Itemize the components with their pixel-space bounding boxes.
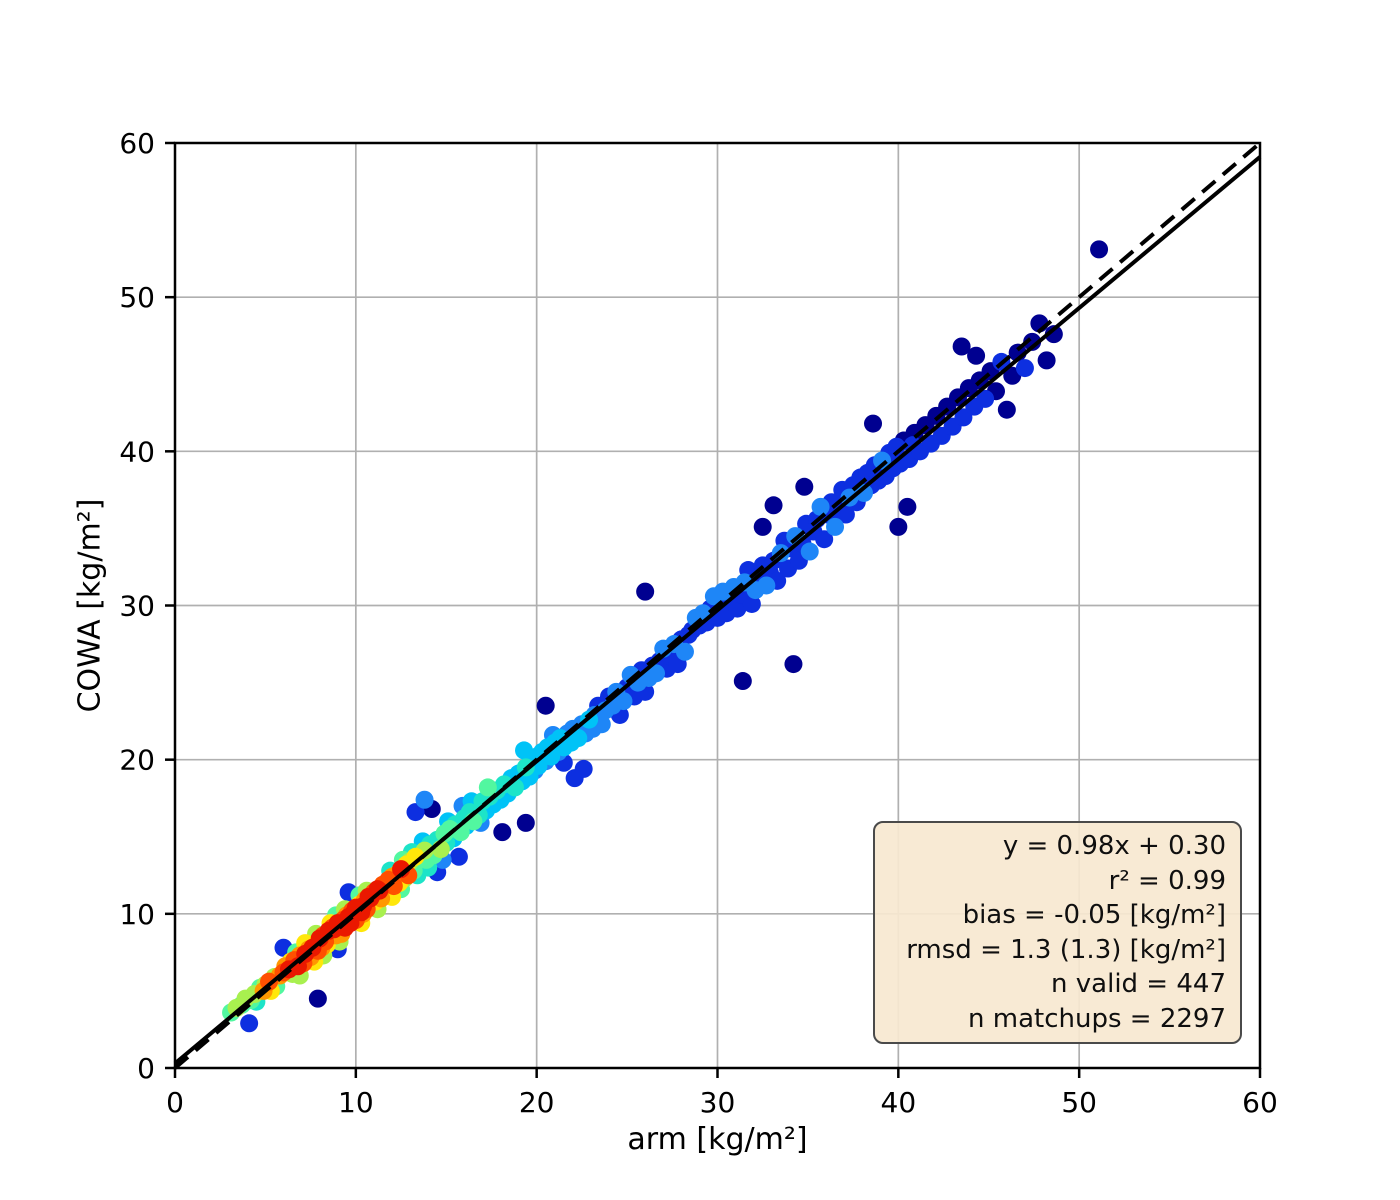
fit-lines-layer: [173, 141, 1262, 1070]
y-tick-label: 60: [119, 127, 155, 160]
stats-line-bias: bias = -0.05 [kg/m²]: [962, 900, 1226, 930]
stats-line-nmatchups: n matchups = 2297: [968, 1003, 1226, 1034]
scatter-point: [997, 400, 1016, 419]
scatter-point: [1015, 359, 1034, 378]
scatter-point: [406, 803, 425, 822]
axes-layer: 0 10 20 30 40 50 60 0 10 20 30 40 50 60: [119, 127, 1277, 1119]
regression-line: [173, 155, 1262, 1065]
y-tick-label: 10: [119, 898, 155, 931]
stats-box: y = 0.98x + 0.30 r² = 0.99 bias = -0.05 …: [873, 821, 1242, 1044]
x-tick-label: 10: [338, 1086, 374, 1119]
scatter-point: [614, 692, 633, 711]
identity-line: [173, 141, 1262, 1070]
scatter-point: [569, 729, 588, 748]
scatter-point: [889, 517, 908, 536]
scatter-point: [967, 346, 986, 365]
scatter-point: [784, 655, 803, 674]
scatter-point: [240, 1014, 259, 1033]
x-tick-label: 50: [1061, 1086, 1097, 1119]
y-tick-label: 50: [119, 281, 155, 314]
scatter-point: [764, 496, 783, 515]
scatter-point: [742, 594, 761, 613]
scatter-point: [976, 389, 995, 408]
scatter-point: [1090, 240, 1109, 259]
x-tick-label: 20: [519, 1086, 555, 1119]
scatter-point: [800, 542, 819, 561]
y-tick-label: 40: [119, 435, 155, 468]
scatter-point: [415, 790, 434, 809]
y-axis-label: COWA [kg/m²]: [72, 498, 108, 713]
scatter-point: [826, 517, 845, 536]
stats-line-equation: y = 0.98x + 0.30: [1002, 831, 1226, 861]
scatter-point: [647, 664, 666, 683]
scatter-point: [478, 778, 497, 797]
x-axis-label: arm [kg/m²]: [627, 1122, 808, 1157]
scatter-point: [493, 823, 512, 842]
x-tick-label: 40: [881, 1086, 917, 1119]
y-tick-label: 0: [137, 1052, 155, 1085]
scatter-point: [795, 477, 814, 496]
stats-line-rmsd: rmsd = 1.3 (1.3) [kg/m²]: [906, 934, 1226, 965]
stats-line-r2: r² = 0.99: [1108, 865, 1226, 896]
scatter-point: [815, 530, 834, 549]
scatter-point: [864, 414, 883, 433]
scatter-point: [516, 813, 535, 832]
x-tick-label: 60: [1242, 1086, 1278, 1119]
scatter-point: [574, 759, 593, 778]
scatter-point: [449, 847, 468, 866]
scatter-point: [308, 989, 327, 1008]
scatter-point: [406, 847, 425, 866]
x-tick-label: 30: [700, 1086, 736, 1119]
x-tick-label: 0: [166, 1086, 184, 1119]
scatter-point: [757, 576, 776, 595]
scatter-point: [733, 672, 752, 691]
scatter-point: [536, 696, 555, 715]
scatter-point: [636, 582, 655, 601]
scatter-point: [898, 497, 917, 516]
y-tick-label: 20: [119, 744, 155, 777]
scatter-point: [1023, 332, 1042, 351]
scatter-point: [675, 642, 694, 661]
scatter-point: [384, 877, 403, 896]
y-tick-label: 30: [119, 590, 155, 623]
scatter-point: [952, 337, 971, 356]
scatter-point: [1044, 325, 1063, 344]
scatter-point: [836, 505, 855, 524]
stats-line-nvalid: n valid = 447: [1051, 969, 1226, 999]
scatter-point: [854, 483, 873, 502]
scatter-point: [1037, 351, 1056, 370]
scatter-point: [728, 599, 747, 618]
scatter-point: [753, 517, 772, 536]
scatter-point: [873, 451, 892, 470]
scatter-point: [811, 497, 830, 516]
